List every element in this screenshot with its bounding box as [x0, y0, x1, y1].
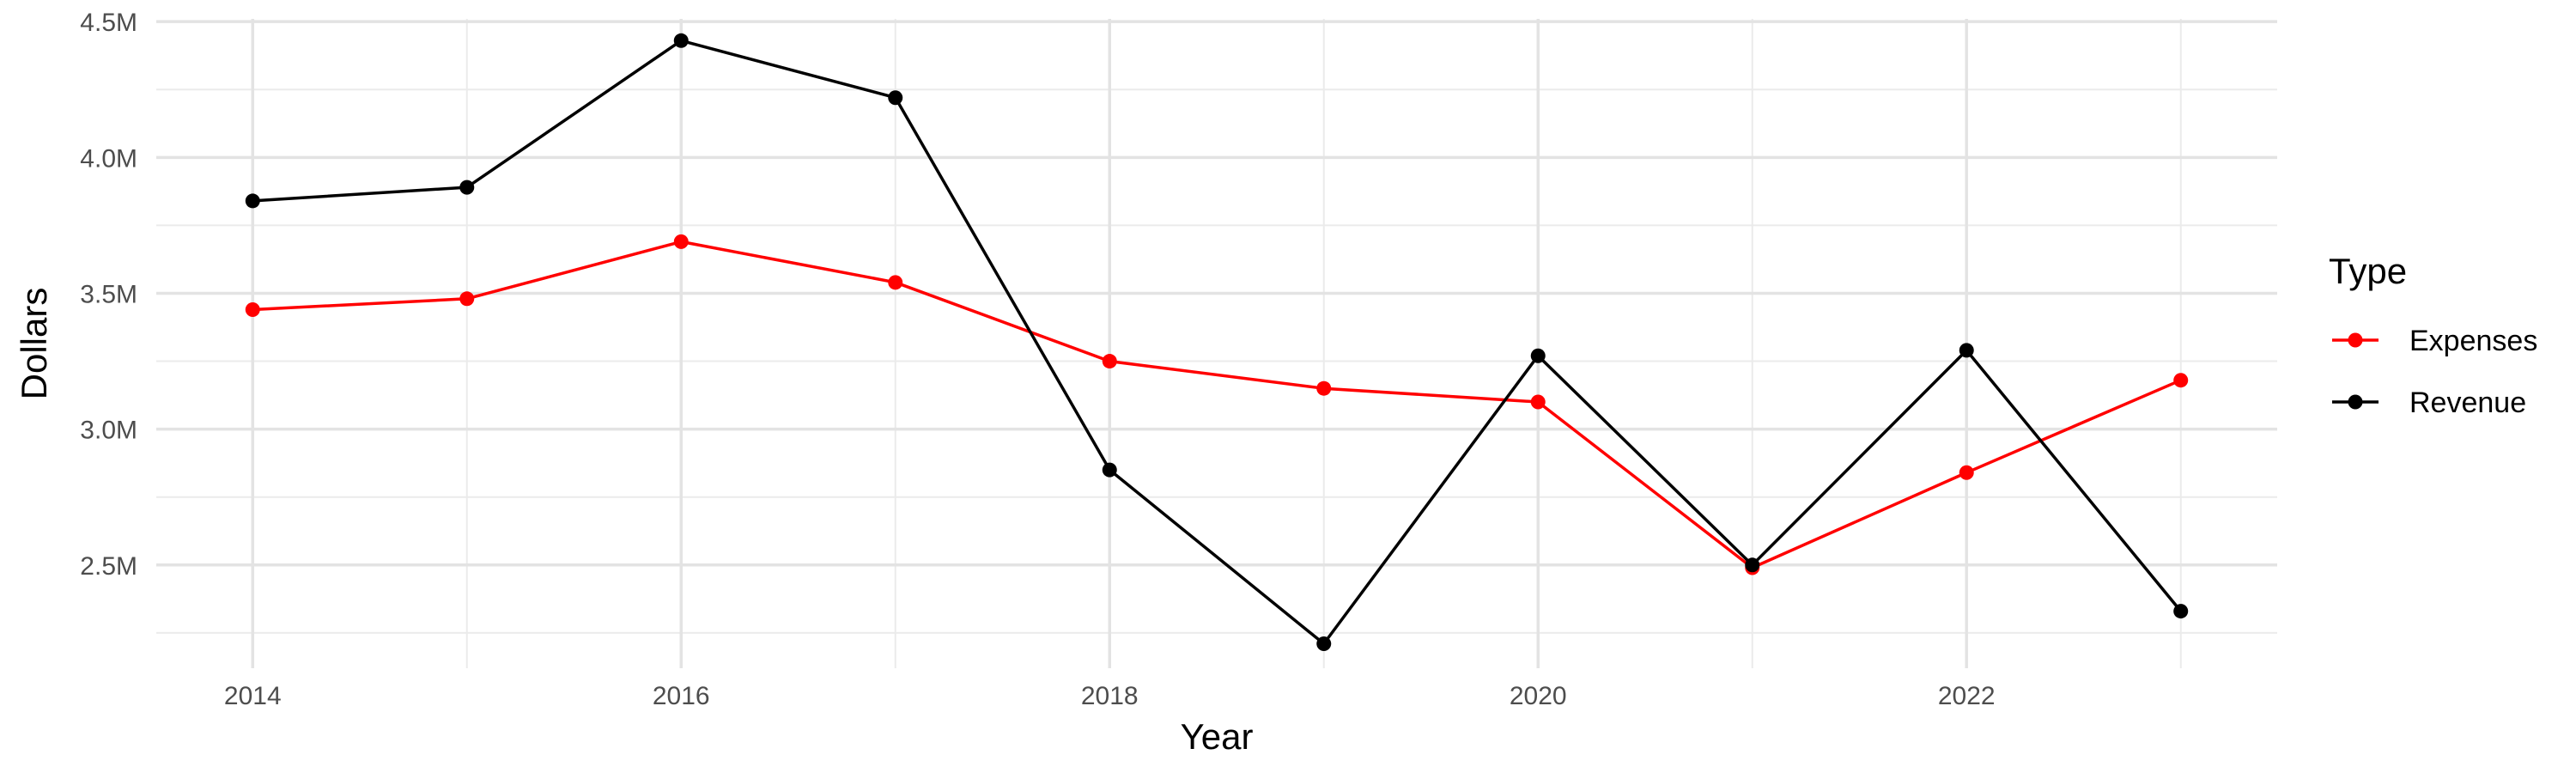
revenue-point [1316, 636, 1332, 652]
series-expenses [245, 234, 2189, 575]
expenses-line [252, 240, 2182, 569]
x-tick-label: 2014 [224, 682, 282, 710]
revenue-point [673, 33, 689, 48]
revenue-point [1959, 343, 1974, 358]
series-revenue [245, 33, 2189, 652]
expenses-point [1316, 380, 1332, 396]
y-tick-label: 4.5M [80, 9, 137, 37]
y-tick-label: 2.5M [80, 552, 137, 581]
x-axis-title: Year [1181, 716, 1254, 757]
revenue-point [459, 180, 475, 195]
legend-key-point [2348, 332, 2363, 348]
x-tick-label: 2016 [653, 682, 710, 710]
revenue-point [245, 193, 260, 209]
x-axis-tick-labels: 2014 2016 2018 2020 2022 [224, 682, 1996, 710]
y-tick-label: 3.0M [80, 417, 137, 445]
expenses-point [1102, 354, 1117, 369]
y-axis-title: Dollars [14, 288, 54, 400]
revenue-point [1102, 462, 1117, 478]
expenses-point [888, 275, 903, 290]
revenue-point [2173, 604, 2189, 619]
x-tick-label: 2022 [1938, 682, 1996, 710]
expenses-point [459, 291, 475, 307]
legend-label-expenses: Expenses [2409, 325, 2537, 357]
legend: Type Expenses Revenue [2329, 251, 2537, 419]
expenses-point [1530, 394, 1546, 410]
y-axis-tick-labels: 2.5M 3.0M 3.5M 4.0M 4.5M [80, 9, 137, 581]
minor-gridlines [156, 19, 2277, 668]
legend-title: Type [2329, 251, 2407, 291]
legend-item-revenue: Revenue [2332, 386, 2526, 419]
legend-item-expenses: Expenses [2332, 325, 2537, 357]
expenses-point [1959, 465, 1974, 480]
revenue-point [1745, 557, 1760, 573]
y-tick-label: 4.0M [80, 144, 137, 173]
y-tick-label: 3.5M [80, 280, 137, 308]
expenses-point [2173, 373, 2189, 388]
series-layer [245, 33, 2189, 652]
legend-items: Expenses Revenue [2332, 325, 2537, 419]
x-tick-label: 2020 [1510, 682, 1567, 710]
x-tick-label: 2018 [1081, 682, 1139, 710]
revenue-point [888, 90, 903, 106]
expenses-point [245, 301, 260, 317]
revenue-point [1530, 348, 1546, 363]
major-gridlines [156, 19, 2277, 668]
revenue-line [252, 39, 2183, 646]
legend-label-revenue: Revenue [2409, 386, 2526, 419]
expenses-point [673, 234, 689, 249]
legend-key-point [2348, 394, 2363, 410]
